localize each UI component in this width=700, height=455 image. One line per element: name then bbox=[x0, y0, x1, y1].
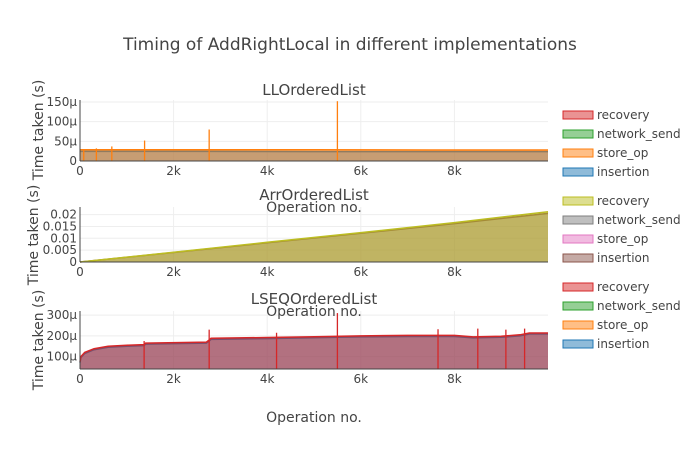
legend-item-recovery[interactable]: recovery bbox=[563, 194, 650, 208]
x-ticks: 0 2k 4k 6k 8k bbox=[76, 372, 462, 386]
x-ticks: 0 2k 4k 6k 8k bbox=[76, 164, 462, 178]
y-axis-label: Time taken (s) bbox=[31, 80, 47, 182]
y-tick-label: 50μ bbox=[54, 134, 77, 148]
legend-label: insertion bbox=[597, 165, 650, 179]
x-tick-label: 4k bbox=[260, 265, 275, 279]
legend-label: network_send bbox=[597, 127, 681, 141]
legend-swatch bbox=[563, 111, 593, 119]
plot-area bbox=[80, 100, 548, 161]
panel-lseqorderedlist: LSEQOrderedList Operation no. 100μ200μ30… bbox=[31, 290, 548, 392]
y-axis-label: Time taken (s) bbox=[31, 290, 47, 392]
x-tick-label: 6k bbox=[354, 265, 369, 279]
legend-swatch bbox=[563, 254, 593, 262]
legend-swatch bbox=[563, 321, 593, 329]
legend-item-insertion[interactable]: insertion bbox=[563, 251, 650, 265]
legend-swatch bbox=[563, 197, 593, 205]
legend-item-store_op[interactable]: store_op bbox=[563, 146, 648, 160]
x-tick-label: 8k bbox=[447, 265, 462, 279]
y-tick-label: 150μ bbox=[46, 95, 77, 109]
x-axis-label: Operation no. bbox=[266, 410, 362, 426]
x-tick-label: 4k bbox=[260, 164, 275, 178]
legend-item-network_send[interactable]: network_send bbox=[563, 299, 681, 313]
legend-label: insertion bbox=[597, 251, 650, 265]
x-tick-label: 8k bbox=[447, 164, 462, 178]
x-ticks: 0 2k 4k 6k 8k bbox=[76, 265, 462, 279]
legend-label: store_op bbox=[597, 146, 648, 160]
legend-item-recovery[interactable]: recovery bbox=[563, 108, 650, 122]
legend-label: store_op bbox=[597, 232, 648, 246]
legend-label: store_op bbox=[597, 318, 648, 332]
legend-swatch bbox=[563, 235, 593, 243]
x-tick-label: 6k bbox=[354, 164, 369, 178]
legend-label: network_send bbox=[597, 299, 681, 313]
panel-llorderedlist: LLOrderedList 0 50μ 100μ 150μ 0 2k 4k 6k 8k Tim… bbox=[31, 80, 548, 182]
legend-swatch bbox=[563, 283, 593, 291]
x-tick-label: 2k bbox=[166, 372, 181, 386]
legend-label: recovery bbox=[597, 280, 650, 294]
y-tick-label: 300μ bbox=[46, 308, 77, 322]
area-store_op bbox=[80, 150, 548, 161]
legend-swatch bbox=[563, 168, 593, 176]
x-tick-label: 0 bbox=[76, 265, 84, 279]
x-tick-label: 8k bbox=[447, 372, 462, 386]
legend-swatch bbox=[563, 130, 593, 138]
chart-title: Timing of AddRightLocal in different imp… bbox=[122, 35, 577, 55]
legend-label: network_send bbox=[597, 213, 681, 227]
legend-item-recovery[interactable]: recovery bbox=[563, 280, 650, 294]
legend-item-store_op[interactable]: store_op bbox=[563, 318, 648, 332]
legend-item-insertion[interactable]: insertion bbox=[563, 337, 650, 351]
legend-item-insertion[interactable]: insertion bbox=[563, 165, 650, 179]
x-tick-label: 6k bbox=[354, 372, 369, 386]
y-tick-label: 100μ bbox=[46, 350, 77, 364]
legend-swatch bbox=[563, 302, 593, 310]
legend-swatch bbox=[563, 149, 593, 157]
y-tick-label: 0.02 bbox=[50, 208, 77, 222]
x-tick-label: 0 bbox=[76, 164, 84, 178]
x-tick-label: 4k bbox=[260, 372, 275, 386]
panel-title: LLOrderedList bbox=[262, 81, 366, 99]
panel-arrorderedlist: ArrOrderedList Operation no. 00.0050.010… bbox=[26, 185, 548, 287]
y-ticks: 100μ 200μ 300μ bbox=[46, 308, 77, 363]
legend-item-network_send[interactable]: network_send bbox=[563, 213, 681, 227]
legend-item-store_op[interactable]: store_op bbox=[563, 232, 648, 246]
x-axis-label: Operation no. bbox=[266, 200, 362, 216]
legend-label: recovery bbox=[597, 194, 650, 208]
y-tick-label: 100μ bbox=[46, 115, 77, 129]
legend: recovery network_send store_op insertion rec… bbox=[563, 108, 681, 351]
y-tick-label: 200μ bbox=[46, 329, 77, 343]
legend-label: recovery bbox=[597, 108, 650, 122]
legend-label: insertion bbox=[597, 337, 650, 351]
x-tick-label: 2k bbox=[166, 265, 181, 279]
x-tick-label: 0 bbox=[76, 372, 84, 386]
legend-swatch bbox=[563, 216, 593, 224]
x-tick-label: 2k bbox=[166, 164, 181, 178]
legend-item-network_send[interactable]: network_send bbox=[563, 127, 681, 141]
legend-swatch bbox=[563, 340, 593, 348]
x-axis-label: Operation no. bbox=[266, 304, 362, 320]
y-axis-label: Time taken (s) bbox=[26, 185, 42, 287]
